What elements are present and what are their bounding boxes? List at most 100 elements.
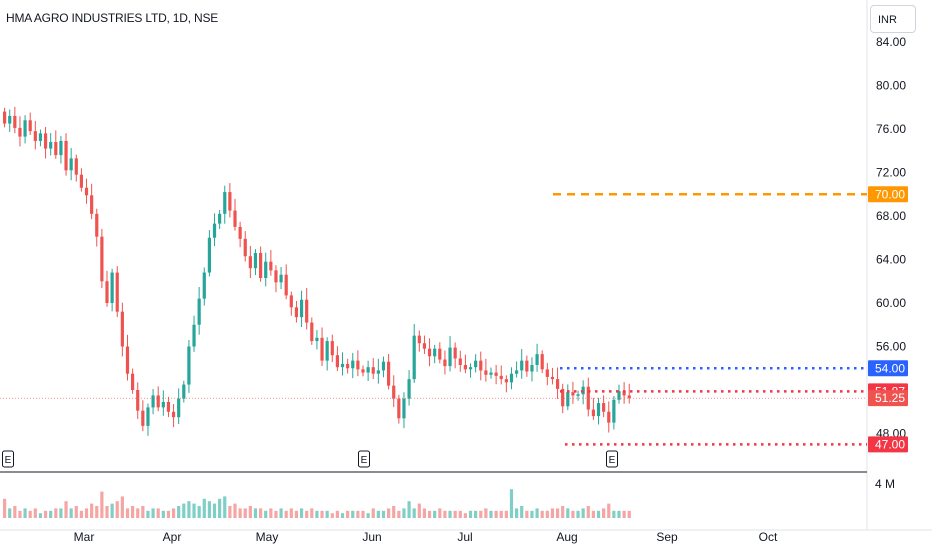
- candle-down[interactable]: [125, 346, 130, 374]
- candle-down[interactable]: [274, 270, 278, 283]
- candle-down[interactable]: [346, 363, 350, 369]
- candle-up[interactable]: [340, 363, 345, 368]
- candle-up[interactable]: [402, 398, 406, 419]
- candle-up[interactable]: [161, 401, 165, 408]
- candle-down[interactable]: [171, 411, 176, 418]
- candle-up[interactable]: [566, 392, 570, 407]
- candle-up[interactable]: [177, 398, 181, 418]
- candle-down[interactable]: [479, 360, 483, 371]
- candle-down[interactable]: [43, 133, 48, 149]
- currency-selector[interactable]: INR: [870, 5, 916, 33]
- candle-up[interactable]: [381, 361, 386, 371]
- candle-down[interactable]: [228, 192, 232, 211]
- candle-up[interactable]: [376, 370, 380, 374]
- earnings-marker[interactable]: [358, 450, 370, 468]
- candle-down[interactable]: [243, 238, 247, 257]
- candle-up[interactable]: [351, 360, 355, 369]
- candle-down[interactable]: [397, 398, 401, 419]
- candle-down[interactable]: [156, 395, 160, 408]
- candle-up[interactable]: [146, 407, 150, 426]
- candle-down[interactable]: [555, 379, 560, 389]
- candle-up[interactable]: [223, 192, 227, 214]
- candle-up[interactable]: [59, 140, 63, 156]
- candle-up[interactable]: [264, 261, 268, 278]
- candle-down[interactable]: [504, 379, 508, 383]
- candle-up[interactable]: [612, 399, 616, 423]
- candle-up[interactable]: [520, 360, 524, 371]
- candle-down[interactable]: [427, 348, 432, 357]
- candle-up[interactable]: [407, 379, 411, 399]
- candle-down[interactable]: [443, 359, 447, 367]
- candle-down[interactable]: [259, 252, 263, 278]
- candle-down[interactable]: [602, 403, 606, 412]
- candle-down[interactable]: [3, 111, 7, 124]
- candle-up[interactable]: [8, 115, 12, 124]
- candle-down[interactable]: [494, 372, 498, 376]
- candle-down[interactable]: [499, 375, 503, 380]
- candle-up[interactable]: [515, 370, 519, 374]
- candle-up[interactable]: [617, 391, 621, 400]
- candle-down[interactable]: [136, 390, 140, 411]
- candle-up[interactable]: [489, 372, 493, 375]
- candle-down[interactable]: [571, 392, 575, 396]
- candle-down[interactable]: [561, 388, 565, 407]
- candle-up[interactable]: [325, 341, 329, 361]
- candle-down[interactable]: [64, 140, 68, 171]
- candle-down[interactable]: [320, 337, 324, 361]
- candle-up[interactable]: [253, 252, 258, 269]
- candle-up[interactable]: [530, 364, 534, 372]
- candle-up[interactable]: [23, 120, 27, 137]
- candle-up[interactable]: [49, 142, 53, 149]
- candle-down[interactable]: [90, 195, 94, 214]
- candle-up[interactable]: [110, 272, 114, 303]
- candle-up[interactable]: [535, 354, 539, 365]
- candle-up[interactable]: [596, 403, 601, 417]
- candle-up[interactable]: [38, 133, 43, 141]
- candle-up[interactable]: [212, 223, 217, 238]
- candle-up[interactable]: [192, 324, 196, 347]
- candle-down[interactable]: [13, 115, 17, 128]
- candle-up[interactable]: [433, 348, 437, 357]
- candle-down[interactable]: [248, 256, 252, 269]
- earnings-marker[interactable]: [2, 450, 14, 468]
- candle-down[interactable]: [115, 272, 119, 312]
- candle-up[interactable]: [202, 272, 206, 299]
- candle-up[interactable]: [207, 237, 211, 273]
- candle-down[interactable]: [361, 369, 365, 373]
- candle-down[interactable]: [310, 322, 314, 342]
- candle-down[interactable]: [305, 299, 309, 323]
- candle-up[interactable]: [366, 367, 370, 373]
- candle-down[interactable]: [100, 236, 104, 282]
- candle-down[interactable]: [335, 355, 339, 368]
- candle-down[interactable]: [289, 295, 293, 308]
- candle-down[interactable]: [392, 385, 396, 399]
- candle-up[interactable]: [315, 337, 319, 342]
- candle-down[interactable]: [387, 361, 391, 386]
- candle-down[interactable]: [525, 360, 529, 372]
- candle-down[interactable]: [294, 307, 299, 318]
- candle-down[interactable]: [330, 341, 334, 356]
- candle-down[interactable]: [141, 410, 145, 426]
- candle-up[interactable]: [279, 274, 283, 283]
- candle-down[interactable]: [33, 131, 37, 141]
- candle-up[interactable]: [182, 384, 186, 399]
- candle-down[interactable]: [131, 373, 135, 390]
- candle-down[interactable]: [540, 354, 544, 370]
- candle-down[interactable]: [591, 409, 595, 417]
- candle-down[interactable]: [622, 391, 626, 396]
- candle-up[interactable]: [299, 299, 304, 318]
- earnings-marker[interactable]: [606, 450, 618, 468]
- candle-down[interactable]: [28, 120, 32, 132]
- candle-down[interactable]: [550, 376, 555, 380]
- candle-up[interactable]: [151, 395, 155, 408]
- candle-down[interactable]: [438, 348, 442, 360]
- candle-up[interactable]: [69, 158, 73, 171]
- candle-down[interactable]: [74, 158, 78, 175]
- candle-down[interactable]: [422, 343, 427, 349]
- candle-down[interactable]: [18, 127, 22, 137]
- candle-down[interactable]: [417, 335, 421, 344]
- candle-up[interactable]: [412, 335, 416, 380]
- candle-up[interactable]: [576, 394, 580, 396]
- candle-up[interactable]: [197, 298, 201, 325]
